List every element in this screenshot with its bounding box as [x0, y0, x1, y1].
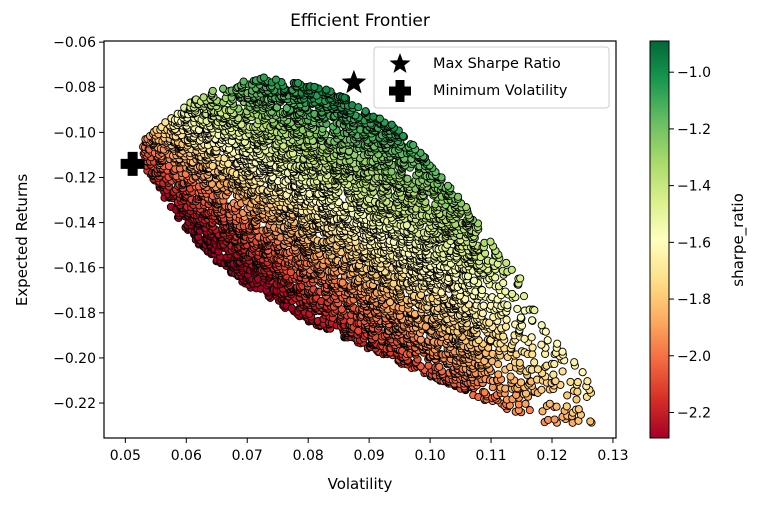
scatter-point: [516, 274, 525, 283]
scatter-point: [583, 377, 592, 386]
scatter-point: [501, 287, 510, 296]
scatter-point: [208, 161, 217, 171]
scatter-point: [416, 335, 425, 344]
scatter-point: [470, 276, 479, 285]
scatter-point: [570, 358, 579, 367]
scatter-point: [573, 378, 582, 387]
scatter-point: [525, 406, 534, 415]
scatter-point: [527, 333, 536, 342]
scatter-point: [537, 321, 546, 330]
scatter-point: [572, 395, 581, 404]
scatter-point: [502, 258, 511, 267]
scatter-point: [507, 265, 516, 274]
chart-title: Efficient Frontier: [290, 11, 430, 31]
scatter-point: [478, 286, 487, 295]
scatter-point: [550, 415, 559, 424]
scatter-point: [478, 309, 487, 318]
scatter-point: [541, 327, 550, 336]
scatter-point: [552, 402, 561, 411]
scatter-point: [573, 387, 582, 396]
scatter-point: [503, 301, 512, 310]
scatter-point: [558, 367, 567, 376]
scatter-point: [578, 368, 587, 377]
scatter-point: [516, 313, 525, 322]
scatter-point: [545, 399, 554, 408]
scatter-point: [354, 326, 363, 335]
scatter-point: [562, 402, 571, 411]
scatter-point: [563, 391, 572, 400]
scatter-point: [486, 237, 495, 246]
scatter-point: [480, 388, 489, 397]
scatter-point: [533, 365, 542, 374]
scatter-point: [338, 278, 347, 287]
scatter-point: [402, 221, 411, 230]
scatter-point: [543, 336, 552, 345]
scatter-point: [519, 292, 529, 301]
scatter-point: [521, 399, 530, 408]
scatter-point: [550, 359, 559, 369]
scatter-point: [494, 370, 503, 379]
scatter-point: [530, 306, 539, 315]
scatter-point: [586, 417, 595, 426]
scatter-point: [574, 405, 583, 414]
scatter-point: [287, 304, 296, 313]
scatter-point: [528, 350, 537, 359]
scatter-point: [516, 378, 526, 387]
scatter-point: [199, 93, 208, 102]
scatter-point: [501, 322, 510, 331]
scatter-point: [515, 358, 524, 367]
scatter-point: [501, 384, 510, 393]
scatter-point: [514, 400, 523, 409]
scatter-point: [499, 332, 508, 341]
scatter-point: [549, 370, 558, 379]
scatter-point: [553, 339, 562, 348]
scatter-point: [506, 372, 515, 381]
scatter-point: [513, 304, 522, 313]
scatter-point: [499, 278, 508, 288]
scatter-point: [520, 334, 529, 343]
scatter-point: [537, 385, 546, 394]
scatter-point: [530, 358, 539, 367]
scatter-point: [508, 289, 517, 298]
scatter-points: [139, 73, 596, 427]
scatter-point: [494, 360, 503, 369]
scatter-point: [528, 316, 537, 325]
scatter-point: [537, 340, 546, 349]
